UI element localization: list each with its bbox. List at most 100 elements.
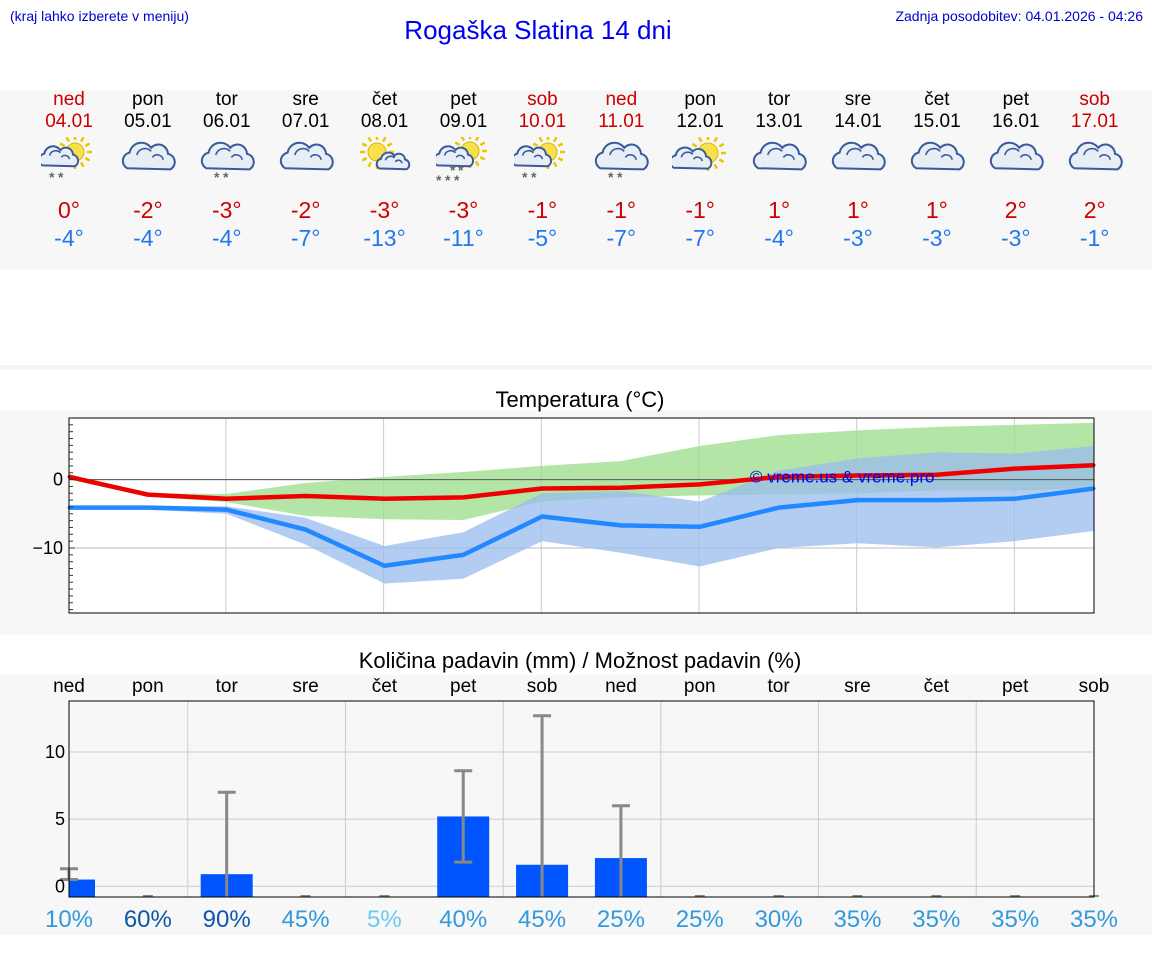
- sun-cloud-icon: [672, 137, 727, 171]
- cloud-detail: [846, 147, 862, 156]
- max-temp: -3°: [448, 197, 479, 223]
- day-date: 15.01: [913, 111, 961, 132]
- cloud-icon: [831, 141, 886, 171]
- temperature-chart: © vreme.us & vreme.pro 0 −10: [32, 417, 1096, 614]
- precip-probability: 45%: [518, 906, 566, 933]
- cloud-shape: [375, 151, 410, 171]
- sun-ray: [718, 158, 725, 164]
- sun-ray: [59, 142, 66, 148]
- cloud-detail: [293, 147, 310, 156]
- icon-group: * *: [41, 137, 92, 183]
- min-temp-point: [1013, 497, 1017, 501]
- min-temp: -4°: [133, 225, 163, 251]
- sun-ray: [84, 142, 91, 148]
- sun-ray: [474, 137, 480, 142]
- snowflake: *: [522, 169, 528, 183]
- cloud-shape: [672, 146, 713, 170]
- day-name: čet: [924, 89, 950, 110]
- icon-group: [121, 141, 176, 171]
- sun-ray: [361, 142, 367, 148]
- max-temp-point: [382, 497, 386, 501]
- plot-frame: [68, 417, 1095, 614]
- cloud-detail: [151, 154, 164, 161]
- cloud-detail: [680, 151, 694, 158]
- day-name: ned: [605, 89, 638, 110]
- day-label: pon: [684, 676, 716, 697]
- min-temp-point: [461, 553, 465, 557]
- day-column: ned 04.01 * * 0° -4°: [24, 89, 114, 251]
- cloud-shape: [435, 145, 474, 168]
- day-label: čet: [924, 676, 950, 697]
- min-temp: -13°: [363, 225, 406, 251]
- cloud-detail: [534, 154, 544, 160]
- day-column: pet 09.01 * * * * * -3° -11°: [419, 89, 509, 251]
- sun-ray: [79, 161, 85, 168]
- day-name: pon: [132, 89, 164, 110]
- icon-group: [752, 141, 807, 171]
- sun-ray: [558, 156, 564, 162]
- sun-ray: [79, 137, 85, 143]
- cloud-icon: [752, 141, 807, 171]
- max-temp: -3°: [211, 197, 242, 223]
- icon-group: [672, 137, 727, 171]
- min-temp: -3°: [1000, 225, 1031, 251]
- snowflake: *: [223, 169, 229, 183]
- cloud-detail: [230, 154, 243, 161]
- cloud-shape: [514, 145, 553, 168]
- precip-probability: 30%: [755, 906, 803, 933]
- min-temp-point: [540, 515, 544, 519]
- day-name: sre: [844, 89, 872, 110]
- min-temp-point: [382, 564, 386, 568]
- day-date: 17.01: [1070, 111, 1119, 132]
- max-temp-point: [225, 497, 229, 501]
- icon-group: [910, 141, 965, 171]
- max-temp: 1°: [925, 197, 948, 223]
- min-temp-point: [146, 506, 150, 510]
- day-column: ned 11.01 * * -1° -7°: [576, 89, 666, 251]
- snowflake: *: [617, 169, 623, 183]
- day-label: pet: [450, 676, 477, 697]
- cloud-detail: [625, 154, 638, 161]
- icon-group: * ** * *: [435, 137, 487, 183]
- min-temp-point: [934, 498, 938, 502]
- sun-ray: [553, 137, 558, 143]
- cloud-detail: [1019, 154, 1032, 161]
- sun-ray: [454, 141, 460, 147]
- day-column: tor 13.01 1° -4°: [734, 89, 824, 251]
- cloud-icon: [1068, 141, 1123, 171]
- sun-ray: [386, 142, 392, 148]
- y-tick-label: 5: [55, 809, 65, 829]
- sun-ray: [65, 137, 71, 143]
- cloud-detail: [384, 155, 395, 161]
- precip-probability: 40%: [439, 906, 487, 933]
- precip-probability: 10%: [45, 906, 93, 933]
- cloud-detail: [924, 147, 941, 156]
- sun-ray: [553, 161, 558, 168]
- plot-area: [69, 701, 1094, 897]
- page-title: Rogaška Slatina 14 dni: [404, 15, 672, 45]
- plot-frame: [68, 700, 1095, 898]
- day-name: tor: [215, 89, 238, 110]
- max-temp: -1°: [527, 197, 558, 223]
- sun-ray: [538, 137, 544, 143]
- snowflake: *: [454, 172, 460, 183]
- day-name: sob: [1079, 89, 1110, 110]
- day-column: čet 08.01 -3° -13°: [340, 89, 430, 251]
- min-temp: -3°: [843, 225, 873, 251]
- y-tick-label: 10: [45, 742, 65, 762]
- day-date: 12.01: [676, 111, 724, 132]
- cloud-detail: [1003, 147, 1020, 156]
- day-date: 11.01: [598, 111, 645, 132]
- forecast-strip: [0, 90, 1152, 270]
- max-temp-point: [540, 486, 544, 490]
- day-label: ned: [605, 676, 637, 697]
- min-temp-point: [698, 525, 702, 529]
- min-range-band: [69, 446, 1094, 584]
- day-date: 10.01: [518, 111, 567, 132]
- sun-ray: [558, 142, 564, 148]
- icon-group: [989, 141, 1044, 171]
- day-column: sre 07.01 -2° -7°: [261, 89, 351, 251]
- day-column: sob 10.01 * * -1° -5°: [497, 89, 587, 251]
- sun-ray: [479, 155, 485, 161]
- day-label: sre: [292, 676, 318, 697]
